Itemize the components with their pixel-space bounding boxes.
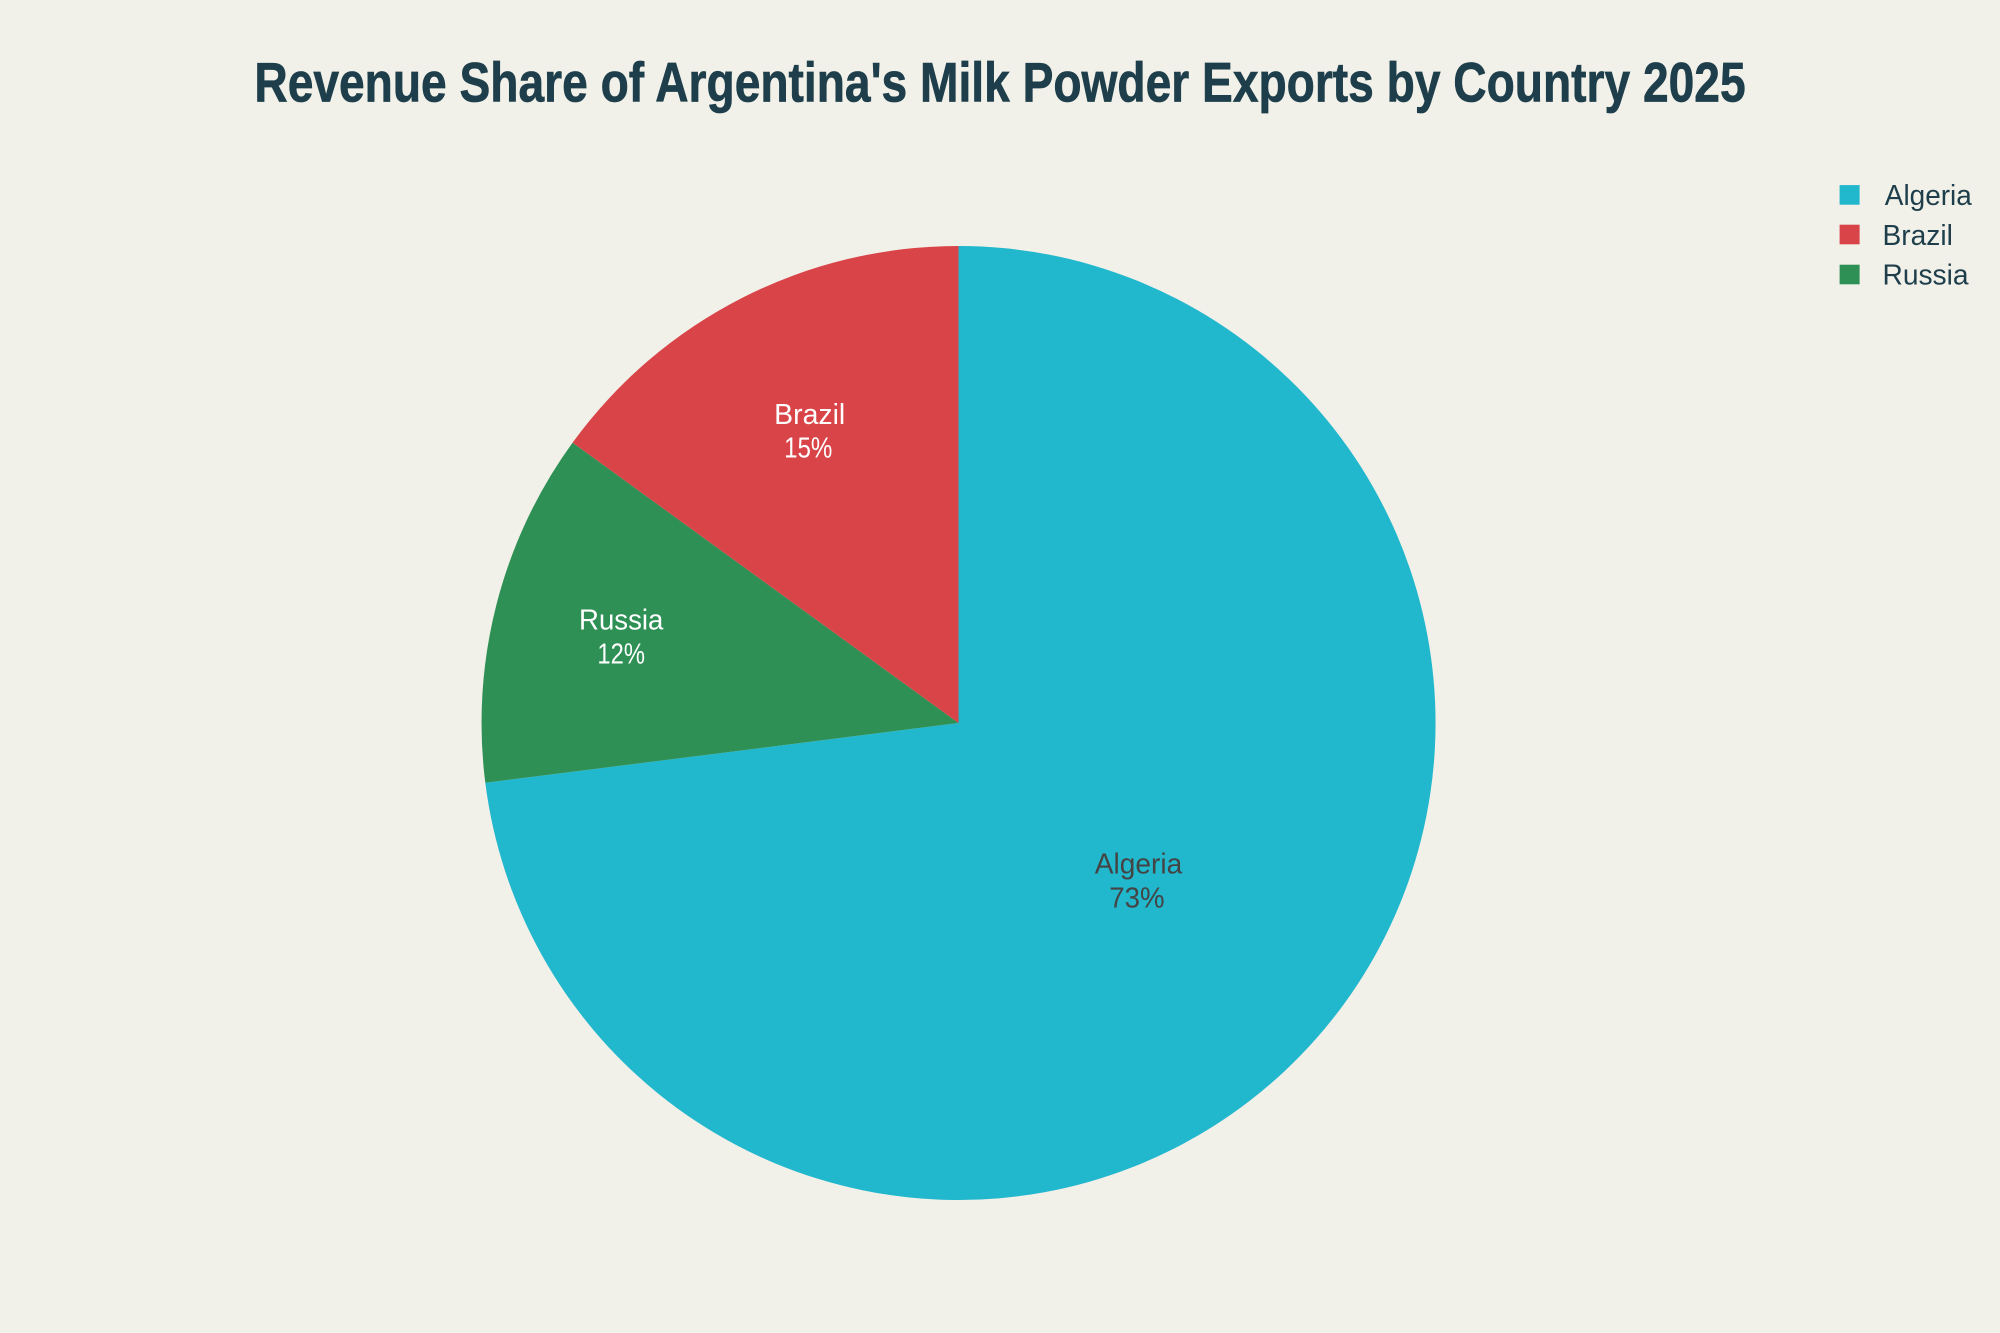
svg-text:Brazil: Brazil [774, 399, 845, 431]
svg-text:Brazil: Brazil [1883, 220, 1953, 252]
svg-text:Russia: Russia [1883, 259, 1969, 291]
svg-text:73%: 73% [1109, 881, 1164, 914]
svg-text:Russia: Russia [579, 603, 664, 636]
svg-text:Revenue Share of Argentina's M: Revenue Share of Argentina's Milk Powder… [254, 51, 1745, 113]
svg-text:15%: 15% [784, 431, 832, 464]
svg-text:Algeria: Algeria [1095, 848, 1183, 881]
svg-text:12%: 12% [597, 637, 645, 670]
svg-text:Algeria: Algeria [1885, 179, 1972, 211]
